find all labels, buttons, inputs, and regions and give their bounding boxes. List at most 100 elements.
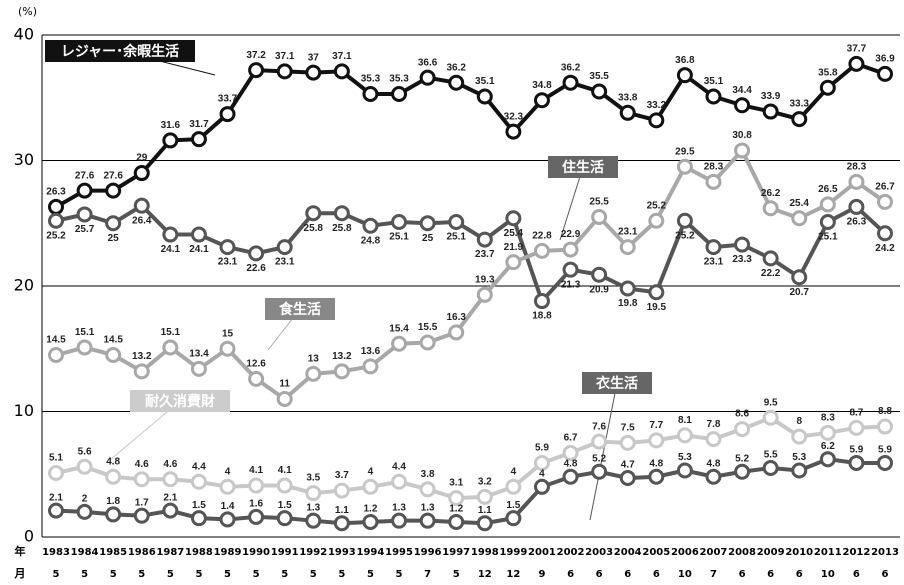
x-tick-sublabel: 5: [167, 569, 174, 580]
x-tick-sublabel: 7: [710, 569, 717, 580]
point: [648, 432, 665, 449]
point: [619, 239, 636, 256]
point: [819, 196, 836, 213]
point: [562, 241, 579, 258]
value-label: 35.5: [589, 71, 609, 82]
point: [819, 451, 836, 468]
point: [219, 239, 236, 256]
point: [305, 205, 322, 222]
value-label: 12.6: [246, 359, 266, 370]
value-label: 22.8: [532, 231, 552, 242]
point: [476, 231, 493, 248]
point: [76, 503, 93, 520]
point: [848, 454, 865, 471]
value-label: 1.1: [478, 505, 492, 516]
point: [133, 363, 150, 380]
point: [190, 510, 207, 527]
x-tick-label: 1998: [471, 547, 499, 558]
value-label: 1.2: [363, 504, 377, 515]
point: [162, 471, 179, 488]
point: [190, 473, 207, 490]
point: [648, 284, 665, 301]
y-tick-label: 10: [14, 401, 34, 420]
value-label: 4.1: [249, 465, 263, 476]
value-label: 2.1: [49, 492, 63, 503]
point: [734, 97, 751, 114]
point: [448, 74, 465, 91]
series-line: [55, 457, 885, 526]
point: [734, 142, 751, 159]
value-label: 1.5: [278, 500, 292, 511]
point: [505, 510, 522, 527]
point: [391, 85, 408, 102]
value-label: 15.1: [161, 327, 181, 338]
value-label: 28.3: [847, 161, 867, 172]
x-tick-label: 1988: [185, 547, 213, 558]
value-label: 1.2: [449, 504, 463, 515]
point: [505, 123, 522, 140]
value-label: 5.6: [78, 446, 92, 457]
point: [676, 67, 693, 84]
value-label: 1.8: [106, 496, 120, 507]
x-tick-sublabel: 5: [53, 569, 60, 580]
value-label: 4: [539, 468, 545, 479]
x-tick-label: 2010: [785, 547, 813, 558]
value-label: 1.3: [392, 502, 406, 513]
value-label: 4.8: [649, 458, 663, 469]
point: [133, 507, 150, 524]
point: [391, 213, 408, 230]
value-label: 5.2: [592, 453, 606, 464]
point: [48, 212, 64, 229]
value-label: 37.1: [332, 51, 352, 62]
value-label: 25.8: [332, 223, 352, 234]
value-label: 29.5: [675, 146, 695, 157]
value-label: 5.2: [735, 453, 749, 464]
x-tick-sublabel: 6: [653, 569, 660, 580]
value-label: 23.7: [475, 249, 495, 260]
value-label: 19.3: [475, 274, 495, 285]
value-label: 35.3: [389, 74, 409, 85]
value-label: 33.2: [647, 100, 667, 111]
value-label: 7.8: [707, 419, 721, 430]
point: [362, 217, 379, 234]
x-tick-label: 1996: [414, 547, 442, 558]
x-tick-label: 1999: [499, 547, 527, 558]
value-label: 4: [511, 466, 517, 477]
x-tick-sublabel: 12: [478, 569, 492, 580]
value-label: 24.8: [361, 235, 381, 246]
value-label: 8.3: [821, 412, 835, 423]
value-label: 33.8: [618, 92, 638, 103]
point: [105, 468, 122, 485]
y-tick-label: 40: [14, 25, 34, 44]
point: [619, 470, 636, 487]
point: [248, 477, 265, 494]
point: [877, 193, 893, 210]
x-tick-label: 2005: [642, 547, 670, 558]
value-label: 15.5: [418, 322, 438, 333]
value-label: 25: [108, 233, 120, 244]
point: [419, 481, 436, 498]
value-label: 3.1: [449, 478, 463, 489]
point: [791, 462, 808, 479]
x-tick-label: 1997: [442, 547, 470, 558]
value-label: 15.1: [75, 327, 95, 338]
x-tick-label: 1992: [299, 547, 327, 558]
value-label: 15.4: [389, 323, 409, 334]
point: [476, 88, 493, 105]
value-label: 26.5: [818, 184, 838, 195]
value-label: 19.8: [618, 298, 638, 309]
point: [476, 286, 493, 303]
point: [533, 454, 550, 471]
value-label: 24.2: [875, 243, 895, 254]
value-label: 31.7: [189, 119, 209, 130]
value-label: 4: [368, 466, 374, 477]
point: [734, 463, 751, 480]
x-tick-label: 2001: [528, 547, 556, 558]
value-label: 22.2: [761, 268, 781, 279]
point: [333, 363, 350, 380]
point: [48, 347, 64, 364]
point: [391, 512, 408, 529]
point: [591, 83, 608, 100]
value-label: 5.1: [49, 453, 63, 464]
value-label: 20.9: [589, 284, 609, 295]
